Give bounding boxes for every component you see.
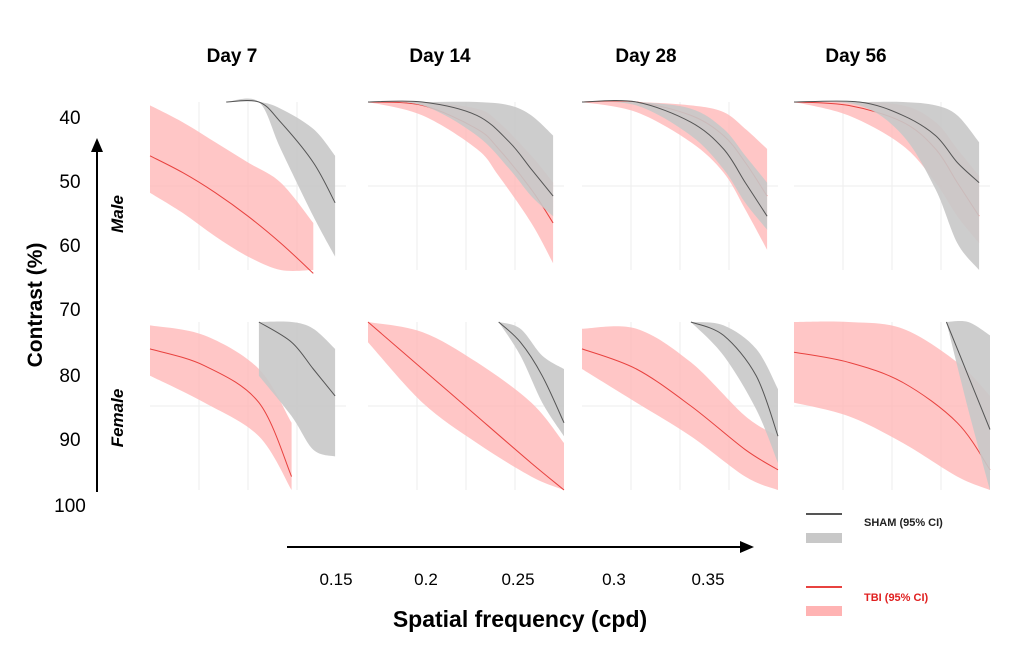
legend: SHAM (95% CI) TBI (95% CI) [806, 513, 943, 616]
label-layer: Day 7 Day 14 Day 28 Day 56 40 50 60 70 80 90 100 0.… [24, 46, 943, 632]
x-tick-label: 0.15 [319, 570, 352, 589]
x-axis-arrow-head [740, 541, 754, 553]
x-tick-label: 0.35 [691, 570, 724, 589]
y-tick-label: 60 [59, 236, 80, 257]
legend-tbi-band-swatch [806, 606, 842, 616]
y-tick-label: 90 [59, 430, 80, 451]
x-tick-label: 0.25 [501, 570, 534, 589]
tbi-mean-line [581, 348, 779, 471]
sham-ci-band [582, 101, 768, 230]
sham-ci-band [946, 321, 990, 490]
x-axis-title: Spatial frequency (cpd) [393, 606, 647, 632]
legend-tbi-label: TBI (95% CI) [864, 592, 929, 604]
sham-mean-line [793, 100, 980, 183]
sham-ci-band [690, 322, 778, 464]
row-label-male: Male [108, 195, 127, 233]
panel-male-day-14 [367, 100, 564, 270]
column-header-day-56: Day 56 [825, 46, 886, 67]
sham-ci-band [498, 322, 564, 437]
panel-male-day-7 [149, 98, 346, 274]
sham-ci-band [258, 321, 336, 457]
column-header-day-14: Day 14 [409, 46, 471, 67]
sham-mean-line [581, 100, 768, 217]
y-tick-label: 80 [59, 366, 80, 387]
panel-female-day-7 [149, 321, 346, 490]
row-label-female: Female [108, 389, 127, 448]
tbi-ci-band [150, 325, 292, 490]
sham-ci-band [794, 101, 980, 270]
sham-ci-band [226, 98, 336, 257]
legend-sham-band-swatch [806, 533, 842, 543]
legend-sham-label: SHAM (95% CI) [864, 517, 943, 529]
sham-ci-band [368, 101, 554, 217]
y-tick-label: 70 [59, 300, 80, 321]
panel-male-day-28 [581, 100, 778, 270]
sham-mean-line [226, 100, 336, 204]
tbi-ci-band [794, 321, 990, 490]
tbi-ci-band [150, 105, 314, 271]
sham-mean-line [945, 321, 991, 430]
panel-male-day-56 [793, 100, 990, 270]
sham-mean-line [498, 321, 565, 424]
tbi-mean-line [793, 351, 991, 471]
sham-mean-line [258, 321, 336, 397]
panel-female-day-28 [581, 321, 779, 490]
sham-mean-line [367, 100, 554, 197]
column-header-day-7: Day 7 [207, 46, 258, 67]
tbi-mean-line [149, 348, 293, 477]
panel-grid [149, 98, 991, 491]
sham-mean-line [690, 321, 779, 437]
y-tick-label: 40 [59, 108, 80, 129]
panel-female-day-56 [793, 321, 991, 490]
tbi-mean-line [149, 155, 314, 274]
tbi-mean-line [367, 321, 565, 491]
column-header-day-28: Day 28 [615, 46, 676, 67]
tbi-ci-band [582, 326, 778, 490]
y-axis-arrow-head [91, 138, 103, 152]
x-tick-label: 0.2 [414, 570, 438, 589]
x-tick-label: 0.3 [602, 570, 626, 589]
panel-female-day-14 [367, 321, 565, 491]
y-axis-title: Contrast (%) [24, 243, 47, 368]
y-tick-label: 100 [54, 496, 86, 517]
y-tick-label: 50 [59, 172, 80, 193]
